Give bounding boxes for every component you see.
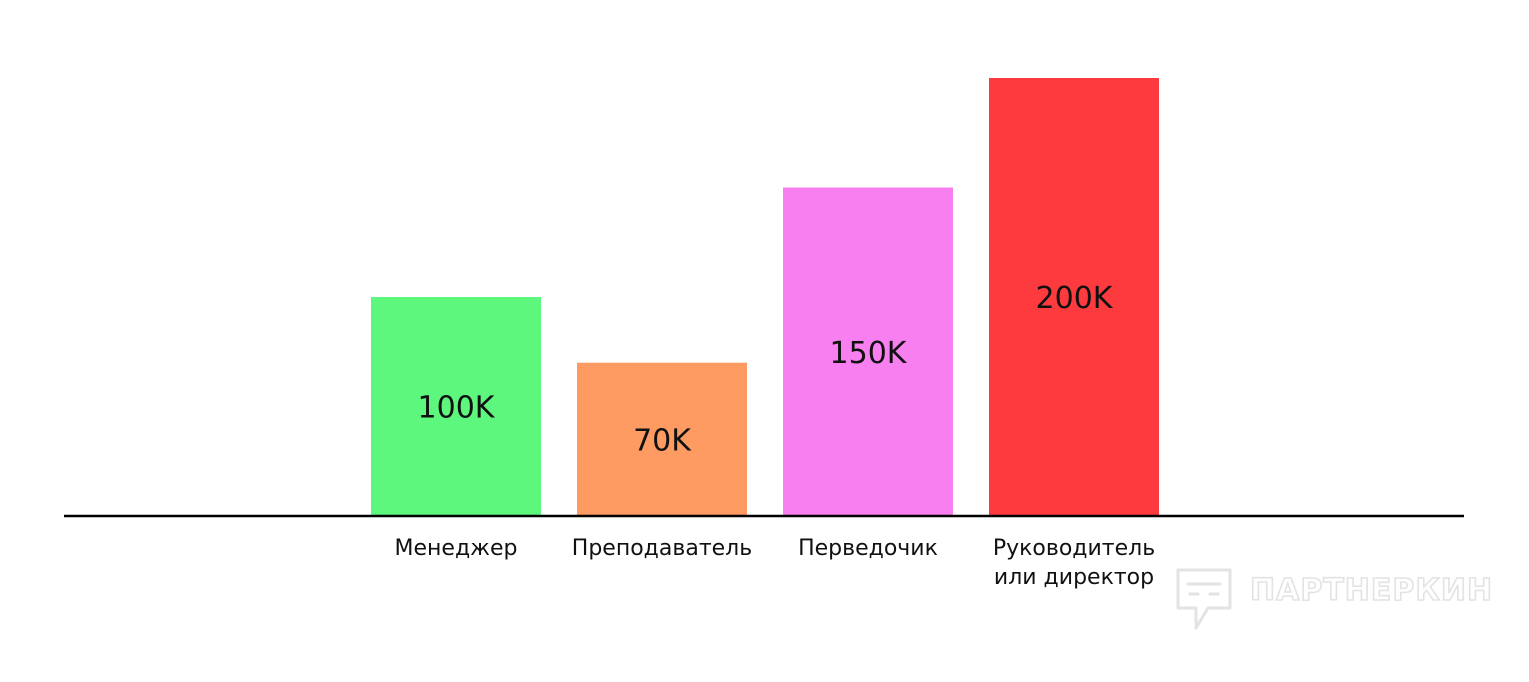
- category-label-line: или директор: [994, 565, 1154, 590]
- category-label-line: Преподаватель: [572, 536, 752, 561]
- watermark-text: ПАРТНЕРКИН: [1250, 573, 1493, 608]
- watermark: ПАРТНЕРКИН: [1176, 568, 1493, 630]
- value-labels-layer: 100K 70K 150K 200K: [418, 281, 1114, 458]
- bar-value-label-2: 70K: [633, 423, 692, 458]
- bar-1: [371, 297, 541, 516]
- bar-value-label-3: 150K: [830, 336, 908, 371]
- category-label-3: Перведочик: [798, 536, 938, 561]
- bar-2: [577, 362, 747, 516]
- category-labels-layer: Менеджер Преподаватель Перведочик Руководит…: [395, 536, 1156, 590]
- bar-value-label-1: 100K: [418, 391, 496, 426]
- category-label-4: Руководитель или директор: [993, 536, 1155, 590]
- bars-layer: [371, 78, 1159, 516]
- bar-value-label-4: 200K: [1036, 281, 1114, 316]
- bar-4: [989, 78, 1159, 516]
- bar-3: [783, 187, 953, 516]
- category-label-line: Менеджер: [395, 536, 518, 561]
- category-label-2: Преподаватель: [572, 536, 752, 561]
- category-label-line: Руководитель: [993, 536, 1155, 561]
- partnerkin-logo-icon: [1176, 568, 1232, 630]
- category-label-line: Перведочик: [798, 536, 938, 561]
- category-label-1: Менеджер: [395, 536, 518, 561]
